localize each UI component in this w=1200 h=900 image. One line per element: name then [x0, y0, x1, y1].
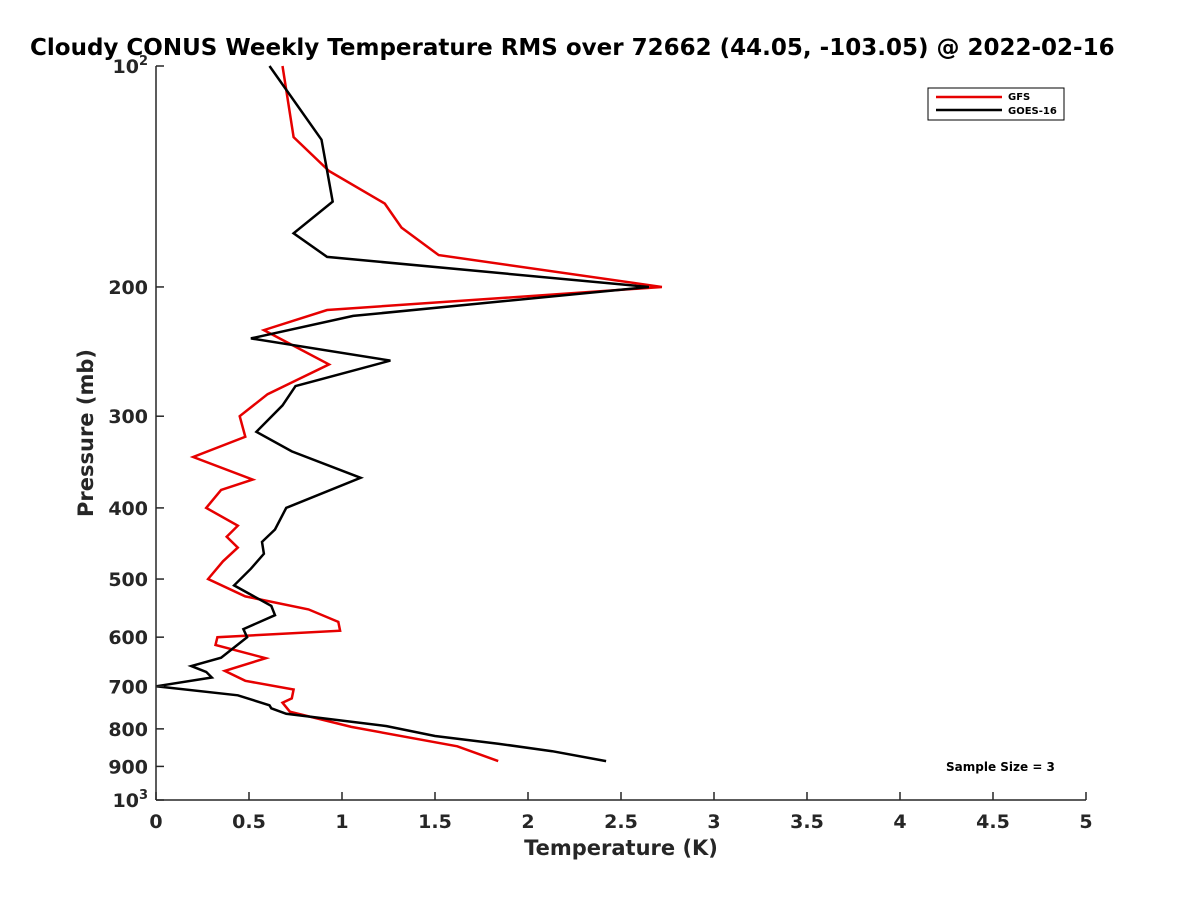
y-tick-label: 500: [108, 569, 148, 591]
x-tick-label: 0.5: [232, 811, 266, 833]
y-tick-label: 600: [108, 627, 148, 649]
x-tick-label: 5: [1079, 811, 1092, 833]
plot-area: [155, 65, 663, 763]
x-axis-label: Temperature (K): [524, 836, 718, 860]
x-tick-label: 2: [521, 811, 534, 833]
x-axis-ticks: 0 0.5 1 1.5 2 2.5 3 3.5 4 4.5 5: [149, 792, 1093, 833]
legend-box: [927, 87, 1065, 121]
y-tick-label: 200: [108, 277, 148, 299]
y-tick-label: 300: [108, 406, 148, 428]
x-tick-label: 1.5: [418, 811, 452, 833]
x-tick-label: 1: [335, 811, 348, 833]
y-tick-label: 103: [113, 788, 149, 812]
series-line-gfs: [189, 65, 663, 763]
x-tick-label: 2.5: [604, 811, 638, 833]
x-tick-label: 3: [707, 811, 720, 833]
y-tick-label: 400: [108, 498, 148, 520]
legend: GFS GOES-16: [927, 87, 1065, 121]
x-tick-label: 0: [149, 811, 162, 833]
y-axis-ticks: 102 200 300 400 500 600 700 800 900 103: [108, 54, 164, 812]
y-tick-label: 900: [108, 756, 148, 778]
y-tick-label: 800: [108, 719, 148, 741]
y-tick-label: 102: [113, 54, 149, 78]
x-tick-label: 4.5: [976, 811, 1010, 833]
x-tick-label: 4: [893, 811, 906, 833]
sample-size-annotation: Sample Size = 3: [946, 760, 1055, 774]
legend-label-goes16: GOES-16: [1008, 106, 1057, 117]
chart-title: Cloudy CONUS Weekly Temperature RMS over…: [30, 35, 1115, 61]
y-axis-label: Pressure (mb): [74, 349, 98, 517]
series-line-goes-16: [155, 65, 650, 763]
legend-label-gfs: GFS: [1008, 92, 1030, 103]
x-tick-label: 3.5: [790, 811, 824, 833]
y-tick-label: 700: [108, 676, 148, 698]
